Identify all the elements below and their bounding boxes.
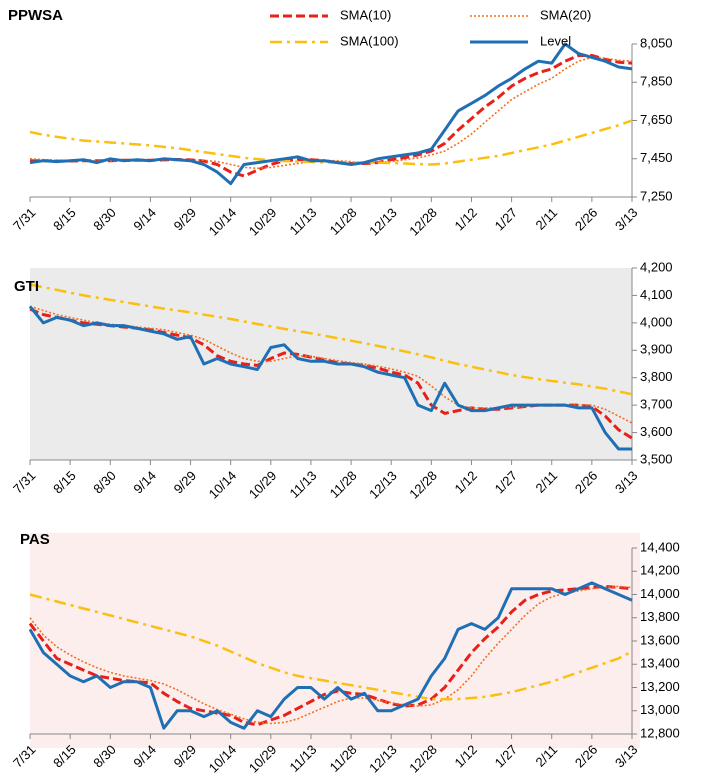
x-tick-label: 9/29 (171, 468, 200, 497)
y-tick-label: 12,800 (640, 725, 680, 740)
y-tick-label: 3,600 (640, 424, 673, 439)
series-line (29, 119, 633, 166)
chart-title: PAS (20, 531, 50, 548)
x-tick-label: 2/11 (532, 468, 560, 496)
x-tick-label: 2/11 (532, 205, 560, 233)
x-tick-label: 2/26 (572, 205, 601, 234)
x-tick-label: 10/14 (206, 468, 240, 502)
x-tick-label: 11/28 (327, 205, 360, 238)
y-tick-label: 14,200 (640, 563, 680, 578)
y-tick-label: 13,600 (640, 632, 680, 647)
x-tick-label: 11/13 (287, 468, 320, 501)
legend-label: Level (540, 33, 571, 48)
series-line (29, 56, 633, 170)
x-tick-label: 8/15 (50, 205, 79, 234)
y-tick-label: 4,100 (640, 287, 673, 302)
legend-label: SMA(20) (540, 7, 591, 22)
x-tick-label: 8/15 (50, 468, 79, 497)
chart-title: GTI (14, 278, 39, 295)
series-line (29, 42, 633, 186)
y-tick-label: 7,250 (640, 188, 673, 203)
series-line (29, 283, 633, 396)
x-tick-label: 10/14 (206, 205, 240, 239)
series-line (29, 593, 633, 701)
y-tick-label: 13,800 (640, 609, 680, 624)
x-tick-label: 11/13 (287, 205, 320, 238)
x-tick-label: 12/28 (406, 205, 440, 239)
x-tick-label: 3/13 (612, 468, 641, 497)
y-tick-label: 3,500 (640, 451, 673, 466)
x-tick-label: 1/12 (452, 468, 481, 497)
x-tick-label: 10/29 (246, 205, 280, 239)
series-line (30, 54, 633, 178)
y-tick-label: 3,900 (640, 342, 673, 357)
y-tick-label: 14,400 (640, 539, 680, 554)
x-tick-label: 9/14 (130, 468, 159, 497)
x-tick-label: 9/14 (130, 205, 159, 234)
x-tick-label: 1/27 (492, 205, 521, 234)
y-tick-label: 3,700 (640, 397, 673, 412)
x-tick-label: 7/31 (10, 468, 39, 497)
series-line (29, 585, 633, 725)
y-tick-label: 7,850 (640, 74, 673, 89)
plot-background (30, 533, 640, 748)
y-tick-label: 13,000 (640, 702, 680, 717)
x-tick-label: 12/13 (366, 205, 400, 239)
y-tick-label: 7,650 (640, 112, 673, 127)
x-tick-label: 1/27 (492, 468, 521, 497)
x-tick-label: 10/29 (246, 468, 280, 502)
y-tick-label: 7,450 (640, 150, 673, 165)
y-tick-label: 14,000 (640, 586, 680, 601)
x-tick-label: 1/12 (452, 205, 481, 234)
y-tick-label: 4,000 (640, 314, 673, 329)
y-tick-label: 3,800 (640, 369, 673, 384)
legend-label: SMA(100) (340, 33, 399, 48)
x-tick-label: 12/28 (406, 468, 440, 502)
x-tick-label: 12/13 (366, 468, 400, 502)
x-tick-label: 3/13 (612, 205, 641, 234)
y-tick-label: 13,400 (640, 656, 680, 671)
y-tick-label: 13,200 (640, 679, 680, 694)
x-tick-label: 8/30 (90, 205, 119, 234)
x-tick-label: 8/30 (90, 468, 119, 497)
chart-title: PPWSA (8, 7, 63, 24)
y-tick-label: 4,200 (640, 259, 673, 274)
series-line (28, 305, 632, 451)
x-tick-label: 9/29 (171, 205, 200, 234)
x-tick-label: 7/31 (10, 205, 39, 234)
x-tick-label: 11/28 (327, 468, 360, 501)
series-line (28, 581, 633, 730)
legend-label: SMA(10) (340, 7, 391, 22)
y-tick-label: 8,050 (640, 35, 673, 50)
x-tick-label: 2/26 (572, 468, 601, 497)
